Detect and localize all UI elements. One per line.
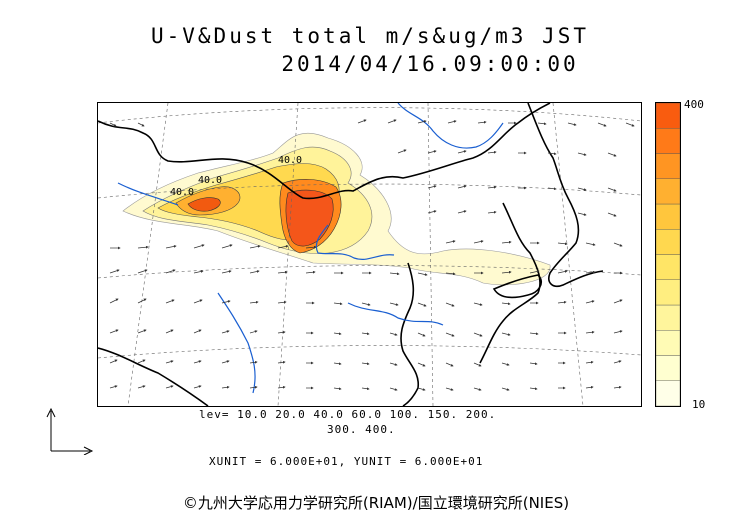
legend-swatch xyxy=(655,279,681,306)
vector-unit-text: XUNIT = 6.000E+01, YUNIT = 6.000E+01 xyxy=(209,455,484,468)
legend-swatches xyxy=(655,102,681,407)
legend-swatch xyxy=(655,229,681,255)
contour-label: 40.0 xyxy=(198,175,222,186)
dust-shading xyxy=(122,132,551,286)
map-canvas: 40.0 40.0 40.0 xyxy=(98,103,641,406)
legend-swatch xyxy=(655,304,681,331)
color-legend-bar xyxy=(655,102,681,407)
wind-vectors xyxy=(109,119,635,391)
legend-swatch xyxy=(655,178,681,205)
copyright-notice: ©九州大学応用力学研究所(RIAM)/国立環境研究所(NIES) xyxy=(182,494,570,512)
chart-title-timestamp: 2014/04/16.09:00:00 xyxy=(281,52,579,76)
legend-swatch xyxy=(655,254,681,280)
legend-swatch xyxy=(655,330,681,356)
reference-vector-icon xyxy=(46,407,94,455)
contour-levels-line2: 300. 400. xyxy=(327,423,396,436)
legend-swatch xyxy=(655,203,681,230)
dust-map: 40.0 40.0 40.0 xyxy=(97,102,642,407)
graticule xyxy=(98,103,641,406)
contour-label: 40.0 xyxy=(278,155,302,166)
legend-swatch xyxy=(655,380,681,407)
rivers xyxy=(117,103,504,394)
legend-swatch xyxy=(655,153,681,179)
legend-swatch xyxy=(655,128,681,154)
legend-swatch xyxy=(655,102,681,129)
legend-max-label: 400 xyxy=(684,98,704,111)
legend-min-label: 10 xyxy=(692,398,706,411)
legend-swatch xyxy=(655,355,681,381)
contour-levels-line1: lev= 10.0 20.0 40.0 60.0 100. 150. 200. xyxy=(199,408,497,421)
contour-label: 40.0 xyxy=(170,187,194,198)
chart-title-line1: U-V&Dust total m/s&ug/m3 JST xyxy=(150,24,589,48)
coastlines xyxy=(98,103,604,406)
